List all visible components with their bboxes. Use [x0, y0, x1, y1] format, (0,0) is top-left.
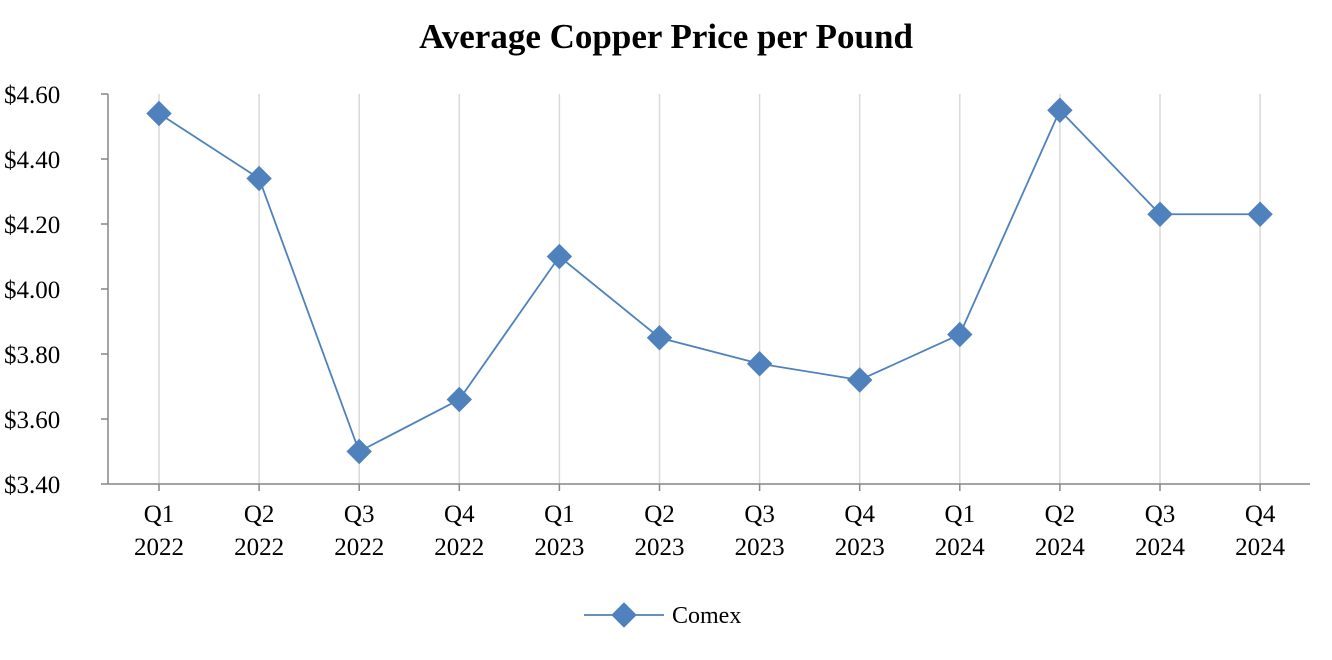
x-tick-label-quarter: Q4 — [1245, 501, 1276, 528]
data-point-marker — [246, 165, 272, 192]
x-tick-label-quarter: Q1 — [945, 501, 976, 528]
x-tick-label-year: 2023 — [835, 534, 885, 561]
x-tick-label-quarter: Q2 — [244, 501, 275, 528]
legend-label: Comex — [672, 603, 741, 629]
x-tick-label-year: 2024 — [1135, 534, 1186, 561]
y-axis-tick-labels: $3.40 $3.60 $3.80 $4.00 $4.20 $4.40 $4.60 — [4, 82, 60, 499]
legend: Comex — [584, 602, 741, 629]
y-tick-label: $4.40 — [4, 147, 60, 174]
axes — [101, 93, 1310, 491]
x-tick-label-quarter: Q2 — [1045, 501, 1076, 528]
y-tick-label: $4.60 — [4, 82, 60, 109]
data-point-marker — [346, 438, 372, 465]
x-tick-label-quarter: Q4 — [444, 501, 475, 528]
x-tick-label-quarter: Q1 — [544, 501, 575, 528]
x-tick-label-year: 2023 — [635, 534, 685, 561]
x-tick-label-quarter: Q4 — [844, 501, 875, 528]
data-point-marker — [746, 351, 773, 377]
x-tick-label-year: 2024 — [935, 534, 986, 561]
data-point-marker — [1247, 201, 1273, 227]
x-tick-label-year: 2023 — [735, 534, 785, 561]
x-tick-label-year: 2024 — [1235, 534, 1286, 561]
data-point-marker — [947, 321, 973, 348]
grid-lines — [158, 94, 1261, 484]
chart-title: Average Copper Price per Pound — [419, 17, 913, 56]
data-point-marker — [1047, 97, 1073, 123]
x-axis-tick-labels: Q1 2022 Q2 2022 Q3 2022 Q4 2022 Q1 2023 Q2 2023 Q3 20… — [134, 501, 1286, 561]
x-tick-label-quarter: Q2 — [644, 501, 675, 528]
x-tick-label-quarter: Q3 — [344, 501, 375, 528]
x-tick-label-year: 2022 — [434, 534, 484, 561]
x-tick-label-year: 2024 — [1035, 534, 1086, 561]
x-tick-label-year: 2023 — [534, 534, 584, 561]
data-point-marker — [546, 243, 573, 270]
y-tick-label: $3.40 — [4, 472, 60, 499]
y-tick-label: $3.60 — [4, 407, 60, 434]
data-point-marker — [1147, 201, 1173, 227]
series-line — [158, 108, 1261, 453]
data-point-marker — [146, 100, 172, 127]
data-point-marker — [846, 367, 873, 393]
x-tick-label-year: 2022 — [234, 534, 284, 561]
data-point-marker — [646, 325, 673, 351]
y-tick-label: $4.00 — [4, 277, 60, 304]
legend-marker — [611, 602, 637, 628]
x-tick-label-year: 2022 — [334, 534, 384, 561]
series-comex — [146, 97, 1273, 465]
y-tick-label: $4.20 — [4, 212, 60, 239]
x-tick-label-quarter: Q3 — [744, 501, 775, 528]
x-tick-label-quarter: Q3 — [1145, 501, 1176, 528]
data-point-marker — [446, 386, 473, 413]
x-tick-label-quarter: Q1 — [144, 501, 175, 528]
x-tick-label-year: 2022 — [134, 534, 184, 561]
y-tick-label: $3.80 — [4, 342, 60, 369]
